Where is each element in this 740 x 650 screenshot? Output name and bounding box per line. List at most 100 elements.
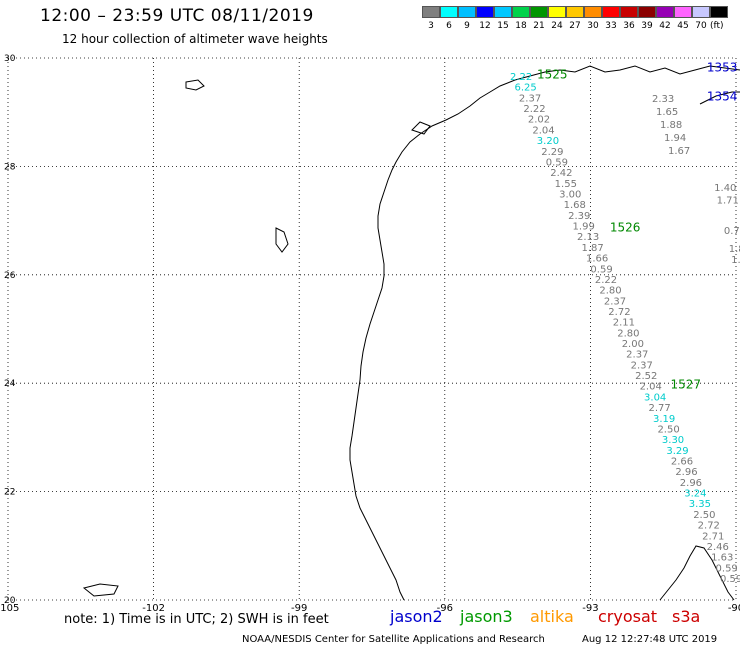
lat-tick-label: 26	[4, 271, 16, 281]
colorbar-swatch	[584, 6, 602, 18]
swh-value: 2.42	[550, 168, 572, 179]
pass-labels: 1525 1526 1527 1353 1354	[537, 61, 737, 392]
colorbar-labels: 3 6 9 12 15 18 21 24 27 30 33 36 39 42 45 70	[422, 21, 740, 33]
credit: NOAA/NESDIS Center for Satellite Applica…	[242, 634, 545, 645]
colorbar-label: 12	[479, 21, 491, 31]
swh-value: 1.9	[731, 255, 740, 266]
swh-value: 1.71	[717, 195, 739, 206]
lon-tick-label: -96	[437, 603, 453, 614]
colorbar-label: 24	[551, 21, 563, 31]
colorbar-label: 33	[605, 21, 617, 31]
swh-value: 3.00	[559, 189, 581, 200]
colorbar-label: 21	[533, 21, 545, 31]
lat-tick-label: 30	[4, 54, 16, 64]
colorbar-swatch	[458, 6, 476, 18]
swh-value: 1.67	[668, 146, 690, 157]
swh-value: 2.33	[652, 94, 674, 105]
swh-value: 2.02	[528, 115, 550, 126]
swh-value: 1.86	[729, 244, 740, 255]
swh-value: 2.22	[523, 104, 545, 115]
swh-value: 2.96	[680, 478, 702, 489]
colorbar-label: 30	[587, 21, 599, 31]
colorbar-swatch	[512, 6, 530, 18]
lon-tick-label: -99	[291, 603, 307, 614]
lat-tick-label: 24	[4, 379, 16, 389]
swh-value: 2.37	[519, 93, 541, 104]
lat-tick-label: 22	[4, 488, 15, 498]
footer-note: note: 1) Time is in UTC; 2) SWH is in fe…	[64, 612, 329, 627]
timestamp: Aug 12 12:27:48 UTC 2019	[582, 634, 718, 645]
colorbar-label: 3	[428, 21, 434, 31]
swh-value: 2.37	[626, 350, 648, 361]
swh-value: 2.13	[577, 232, 599, 243]
swh-value: 1.87	[581, 243, 603, 254]
swh-value: 3.20	[537, 136, 559, 147]
mission-jason2: jason2	[390, 607, 443, 626]
swh-value: 1.40	[714, 183, 736, 194]
colorbar-swatch	[602, 6, 620, 18]
axis-labels: -105 -102 -99 -96 -93 -90 30 28 26 24 22 20	[0, 54, 740, 614]
coastline-yucatan	[659, 545, 735, 601]
swh-value: 2.46	[707, 542, 729, 553]
colorbar-label: 6	[446, 21, 452, 31]
colorbar-label: 42	[659, 21, 671, 31]
mission-jason3: jason3	[460, 607, 513, 626]
mission-s3a: s3a	[672, 607, 701, 626]
colorbar-label: 18	[515, 21, 527, 31]
swh-value: 3.19	[653, 414, 675, 425]
colorbar-label: 70	[695, 21, 707, 31]
colorbar-swatch	[494, 6, 512, 18]
swh-value: 2.72	[698, 521, 720, 532]
swh-value: 1.66	[586, 254, 608, 265]
pass-number: 1526	[610, 220, 641, 234]
swh-value: 0.59	[590, 264, 612, 275]
swh-value: 2.22	[595, 275, 617, 286]
swh-value: 2.52	[635, 371, 657, 382]
colorbar-swatch	[656, 6, 674, 18]
swh-value: 0.79	[724, 226, 740, 237]
pass-number: 1525	[537, 68, 568, 82]
map-title: 12:00 – 23:59 UTC 08/11/2019	[40, 6, 314, 26]
lon-tick-label: -93	[582, 603, 598, 614]
coastline-east	[699, 91, 740, 105]
colorbar-swatch	[476, 6, 494, 18]
colorbar-label: 9	[464, 21, 470, 31]
pass-number: 1353	[707, 61, 738, 75]
map-subtitle: 12 hour collection of altimeter wave hei…	[62, 32, 328, 46]
swh-value: 1.94	[664, 133, 686, 144]
swh-value: 2.37	[631, 360, 653, 371]
bay-detail	[411, 121, 431, 135]
colorbar-swatch	[692, 6, 710, 18]
colorbar-swatch	[422, 6, 440, 18]
lat-tick-label: 20	[4, 596, 16, 606]
coastline-main	[349, 65, 740, 601]
colorbar-swatch	[620, 6, 638, 18]
pass-number: 1527	[670, 378, 701, 392]
colorbar-swatch	[548, 6, 566, 18]
colorbar-label: 39	[641, 21, 653, 31]
island-west	[275, 227, 289, 253]
island-sw	[82, 583, 119, 597]
swh-value: 2.80	[617, 328, 639, 339]
swh-value: 2.80	[599, 286, 621, 297]
lon-tick-label: -102	[142, 603, 165, 614]
swh-value: 1.99	[573, 222, 595, 233]
graticule	[7, 57, 737, 601]
swh-value: 2.39	[568, 211, 590, 222]
swh-value: 1.65	[656, 107, 678, 118]
lat-tick-label: 28	[4, 162, 16, 172]
swh-value: 0.59	[720, 574, 740, 585]
swh-value: 3.30	[662, 435, 684, 446]
swh-value: 3.24	[684, 489, 706, 500]
swh-value: 2.71	[702, 531, 724, 542]
swh-value: 3.35	[689, 499, 711, 510]
track-main: 2.226.252.372.222.022.043.202.290.592.42…	[510, 72, 740, 585]
pass-number: 1354	[707, 89, 738, 103]
isolated-values: 1.401.71 0.79 1.861.9	[714, 183, 740, 266]
colorbar-swatch	[530, 6, 548, 18]
colorbar-swatch	[674, 6, 692, 18]
swh-value: 0.59	[546, 157, 568, 168]
colorbar	[422, 6, 728, 18]
swh-value: 2.50	[657, 424, 679, 435]
